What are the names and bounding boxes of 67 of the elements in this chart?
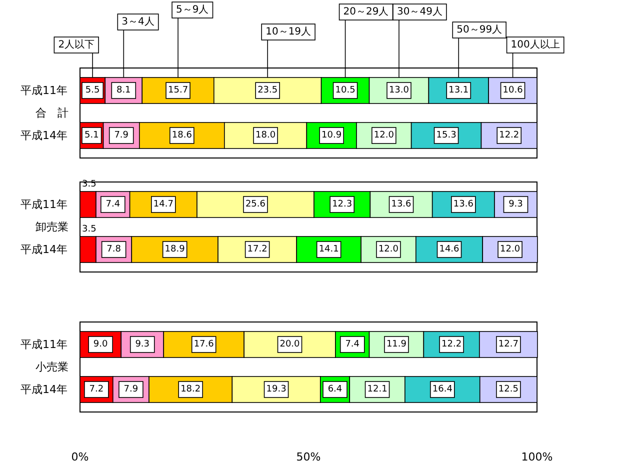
data-label: 14.6	[439, 244, 460, 254]
data-label: 9.3	[135, 340, 150, 350]
text: 2人以下	[58, 38, 95, 50]
data-label: 3.5	[82, 224, 96, 234]
text: 5～9人	[176, 4, 209, 16]
data-label: 5.1	[84, 130, 99, 140]
y-axis-title: 卸売業	[36, 220, 68, 234]
data-label: 12.0	[374, 130, 394, 140]
data-label: 23.5	[258, 86, 278, 96]
x-tick-label: 50%	[296, 450, 321, 464]
data-label: 17.2	[247, 244, 268, 254]
data-label: 16.4	[432, 384, 453, 394]
text: 10～19人	[266, 26, 312, 38]
data-label: 7.4	[345, 340, 360, 350]
data-label: 18.6	[172, 130, 192, 140]
y-tick-label: 平成11年	[20, 84, 68, 97]
data-label: 10.9	[322, 130, 342, 140]
y-tick-label: 平成11年	[20, 198, 68, 211]
data-label: 7.2	[89, 384, 104, 394]
data-label: 25.6	[245, 200, 266, 210]
data-label: 13.0	[388, 86, 410, 96]
y-tick-label: 平成14年	[20, 383, 68, 396]
y-tick-label: 平成11年	[20, 338, 68, 351]
data-label: 18.9	[164, 244, 186, 254]
data-label: 6.4	[328, 384, 342, 394]
x-tick-label: 0%	[71, 450, 89, 464]
data-label: 12.3	[332, 200, 352, 210]
data-label: 8.1	[116, 86, 131, 96]
data-label: 14.7	[153, 200, 174, 210]
data-label: 13.1	[448, 86, 469, 96]
data-label: 12.5	[498, 384, 518, 394]
data-label: 12.2	[442, 340, 462, 350]
data-label: 7.4	[106, 200, 120, 210]
text: 100人以上	[510, 38, 560, 50]
x-tick-label: 100%	[521, 450, 553, 464]
data-label: 13.6	[453, 200, 474, 210]
data-label: 13.6	[391, 200, 412, 210]
data-label: 12.1	[367, 384, 388, 394]
data-label: 12.2	[499, 130, 520, 140]
data-label: 12.0	[500, 244, 520, 254]
data-label: 19.3	[266, 384, 286, 394]
y-axis-title: 小売業	[36, 360, 68, 374]
data-label: 15.3	[436, 130, 456, 140]
data-label: 12.7	[498, 340, 518, 350]
text: 20～29人	[343, 6, 389, 18]
data-label: 18.2	[180, 384, 201, 394]
data-label: 9.0	[93, 340, 108, 350]
data-label: 5.5	[85, 86, 100, 96]
data-label: 20.0	[280, 340, 300, 350]
data-label: 11.9	[386, 340, 407, 350]
data-label: 7.9	[124, 384, 138, 394]
data-label: 17.6	[194, 340, 214, 350]
data-label: 10.6	[502, 86, 524, 96]
data-label: 12.0	[378, 244, 399, 254]
y-tick-label: 平成14年	[20, 243, 68, 256]
text: 30～49人	[396, 6, 442, 18]
data-label: 15.7	[168, 86, 188, 96]
y-axis-title: 合 計	[36, 106, 68, 120]
data-label: 7.9	[114, 130, 129, 140]
data-label: 14.1	[318, 244, 339, 254]
text: 50～99人	[456, 24, 502, 36]
data-label: 7.8	[106, 244, 122, 254]
y-tick-label: 平成14年	[20, 129, 68, 142]
data-label: 18.0	[256, 130, 276, 140]
data-label: 9.3	[508, 200, 523, 210]
text: 3～4人	[122, 16, 154, 28]
data-label: 10.5	[335, 86, 356, 96]
